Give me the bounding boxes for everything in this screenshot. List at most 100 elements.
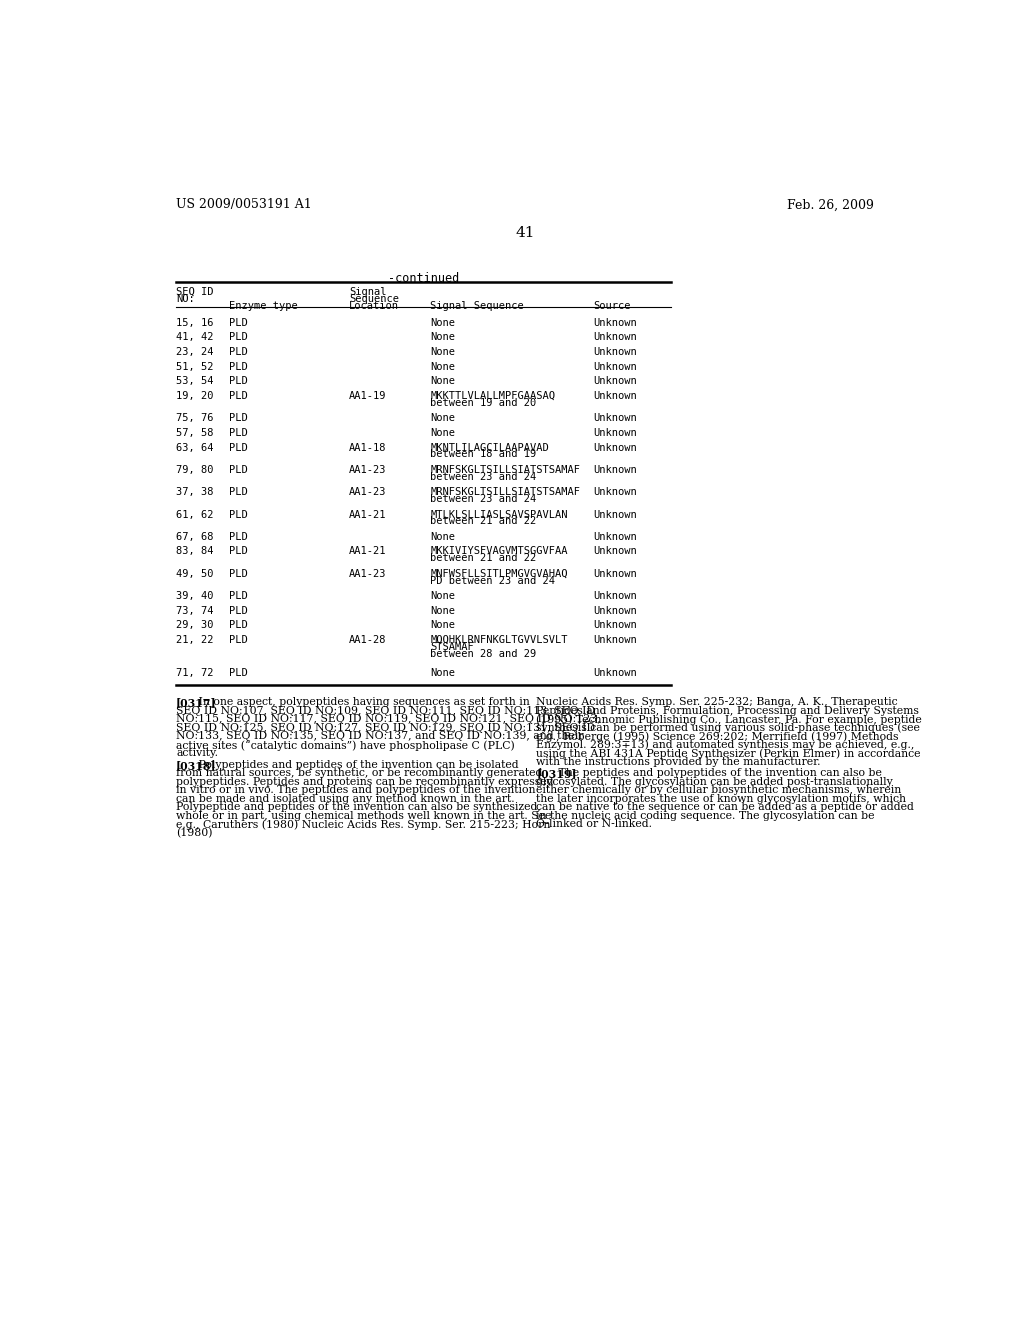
Text: with the instructions provided by the manufacturer.: with the instructions provided by the ma…: [537, 756, 821, 767]
Text: Unknown: Unknown: [593, 413, 637, 424]
Text: MQQHKLRNFNKGLTGVVLSVLT: MQQHKLRNFNKGLTGVVLSVLT: [430, 635, 567, 645]
Text: None: None: [430, 532, 456, 541]
Text: PLD: PLD: [228, 668, 248, 678]
Text: 83, 84: 83, 84: [176, 546, 214, 557]
Text: AA1-23: AA1-23: [349, 569, 386, 578]
Text: US 2009/0053191 A1: US 2009/0053191 A1: [176, 198, 311, 211]
Text: between 28 and 29: between 28 and 29: [430, 649, 537, 659]
Text: Unknown: Unknown: [593, 362, 637, 372]
Text: MRNFSKGLTSILLSIATSTSAMAF: MRNFSKGLTSILLSIATSTSAMAF: [430, 465, 581, 475]
Text: PLD: PLD: [228, 318, 248, 327]
Text: None: None: [430, 620, 456, 631]
Text: Unknown: Unknown: [593, 465, 637, 475]
Text: can be native to the sequence or can be added as a peptide or added: can be native to the sequence or can be …: [537, 803, 914, 812]
Text: between 23 and 24: between 23 and 24: [430, 471, 537, 482]
Text: None: None: [430, 668, 456, 678]
Text: between 21 and 22: between 21 and 22: [430, 516, 537, 527]
Text: Unknown: Unknown: [593, 487, 637, 498]
Text: Nucleic Acids Res. Symp. Ser. 225-232; Banga, A. K., Therapeutic: Nucleic Acids Res. Symp. Ser. 225-232; B…: [537, 697, 898, 708]
Text: PLD: PLD: [228, 532, 248, 541]
Text: SEQ ID NO:107, SEQ ID NO:109, SEQ ID NO:111, SEQ ID NO:113, SEQ ID: SEQ ID NO:107, SEQ ID NO:109, SEQ ID NO:…: [176, 706, 595, 715]
Text: AA1-18: AA1-18: [349, 442, 386, 453]
Text: 71, 72: 71, 72: [176, 668, 214, 678]
Text: AA1-21: AA1-21: [349, 546, 386, 557]
Text: PLD: PLD: [228, 606, 248, 615]
Text: Unknown: Unknown: [593, 376, 637, 387]
Text: AA1-19: AA1-19: [349, 391, 386, 401]
Text: 41, 42: 41, 42: [176, 333, 214, 342]
Text: Unknown: Unknown: [593, 442, 637, 453]
Text: Unknown: Unknown: [593, 428, 637, 438]
Text: [0317]: [0317]: [176, 697, 217, 709]
Text: Sequence: Sequence: [349, 294, 399, 304]
Text: MRNFSKGLTSILLSIATSTSAMAF: MRNFSKGLTSILLSIATSTSAMAF: [430, 487, 581, 498]
Text: e.g., Roberge (1995) Science 269:202; Merrifield (1997) Methods: e.g., Roberge (1995) Science 269:202; Me…: [537, 731, 899, 742]
Text: PLD: PLD: [228, 635, 248, 645]
Text: STSAMAF: STSAMAF: [430, 642, 474, 652]
Text: PLD: PLD: [228, 333, 248, 342]
Text: PLD: PLD: [228, 442, 248, 453]
Text: MKKTTLVLALLMPFGAASAQ: MKKTTLVLALLMPFGAASAQ: [430, 391, 555, 401]
Text: Location: Location: [349, 301, 399, 310]
Text: Unknown: Unknown: [593, 347, 637, 356]
Text: Unknown: Unknown: [593, 591, 637, 601]
Text: None: None: [430, 318, 456, 327]
Text: None: None: [430, 591, 456, 601]
Text: -continued: -continued: [388, 272, 459, 285]
Text: None: None: [430, 413, 456, 424]
Text: between 21 and 22: between 21 and 22: [430, 553, 537, 564]
Text: Signal: Signal: [349, 286, 386, 297]
Text: PLD: PLD: [228, 465, 248, 475]
Text: Polypeptide and peptides of the invention can also be synthesized,: Polypeptide and peptides of the inventio…: [176, 803, 541, 812]
Text: None: None: [430, 606, 456, 615]
Text: 73, 74: 73, 74: [176, 606, 214, 615]
Text: [0319]: [0319]: [537, 768, 577, 779]
Text: Polypeptides and peptides of the invention can be isolated: Polypeptides and peptides of the inventi…: [195, 760, 518, 770]
Text: 63, 64: 63, 64: [176, 442, 214, 453]
Text: 51, 52: 51, 52: [176, 362, 214, 372]
Text: MKNTLILAGCILAAPAVAD: MKNTLILAGCILAAPAVAD: [430, 442, 549, 453]
Text: in the nucleic acid coding sequence. The glycosylation can be: in the nucleic acid coding sequence. The…: [537, 810, 874, 821]
Text: PLD: PLD: [228, 347, 248, 356]
Text: 39, 40: 39, 40: [176, 591, 214, 601]
Text: active sites (“catalytic domains”) have phospholipase C (PLC): active sites (“catalytic domains”) have …: [176, 739, 515, 751]
Text: Unknown: Unknown: [593, 569, 637, 578]
Text: PLD: PLD: [228, 362, 248, 372]
Text: O-linked or N-linked.: O-linked or N-linked.: [537, 818, 652, 829]
Text: AA1-21: AA1-21: [349, 510, 386, 520]
Text: In one aspect, polypeptides having sequences as set forth in: In one aspect, polypeptides having seque…: [195, 697, 529, 708]
Text: Enzyme type: Enzyme type: [228, 301, 298, 310]
Text: Unknown: Unknown: [593, 620, 637, 631]
Text: PLD: PLD: [228, 376, 248, 387]
Text: 37, 38: 37, 38: [176, 487, 214, 498]
Text: either chemically or by cellular biosynthetic mechanisms, wherein: either chemically or by cellular biosynt…: [537, 785, 902, 795]
Text: PLD: PLD: [228, 569, 248, 578]
Text: AA1-23: AA1-23: [349, 487, 386, 498]
Text: None: None: [430, 362, 456, 372]
Text: Unknown: Unknown: [593, 606, 637, 615]
Text: Peptides and Proteins, Formulation, Processing and Delivery Systems: Peptides and Proteins, Formulation, Proc…: [537, 706, 920, 715]
Text: 57, 58: 57, 58: [176, 428, 214, 438]
Text: PLD: PLD: [228, 591, 248, 601]
Text: can be made and isolated using any method known in the art.: can be made and isolated using any metho…: [176, 793, 515, 804]
Text: Unknown: Unknown: [593, 532, 637, 541]
Text: Unknown: Unknown: [593, 546, 637, 557]
Text: PLD: PLD: [228, 620, 248, 631]
Text: NO:: NO:: [176, 294, 195, 304]
Text: SEQ ID NO:125, SEQ ID NO:127, SEQ ID NO:129, SEQ ID NO:131, SEQ ID: SEQ ID NO:125, SEQ ID NO:127, SEQ ID NO:…: [176, 723, 595, 733]
Text: Feb. 26, 2009: Feb. 26, 2009: [786, 198, 873, 211]
Text: 79, 80: 79, 80: [176, 465, 214, 475]
Text: 15, 16: 15, 16: [176, 318, 214, 327]
Text: None: None: [430, 376, 456, 387]
Text: 19, 20: 19, 20: [176, 391, 214, 401]
Text: MTLKLSLLIASLSAVSPAVLAN: MTLKLSLLIASLSAVSPAVLAN: [430, 510, 567, 520]
Text: PLD: PLD: [228, 546, 248, 557]
Text: 23, 24: 23, 24: [176, 347, 214, 356]
Text: PLD: PLD: [228, 391, 248, 401]
Text: 53, 54: 53, 54: [176, 376, 214, 387]
Text: using the ABI 431A Peptide Synthesizer (Perkin Elmer) in accordance: using the ABI 431A Peptide Synthesizer (…: [537, 748, 921, 759]
Text: 67, 68: 67, 68: [176, 532, 214, 541]
Text: 49, 50: 49, 50: [176, 569, 214, 578]
Text: polypeptides. Peptides and proteins can be recombinantly expressed: polypeptides. Peptides and proteins can …: [176, 776, 554, 787]
Text: between 18 and 19: between 18 and 19: [430, 449, 537, 459]
